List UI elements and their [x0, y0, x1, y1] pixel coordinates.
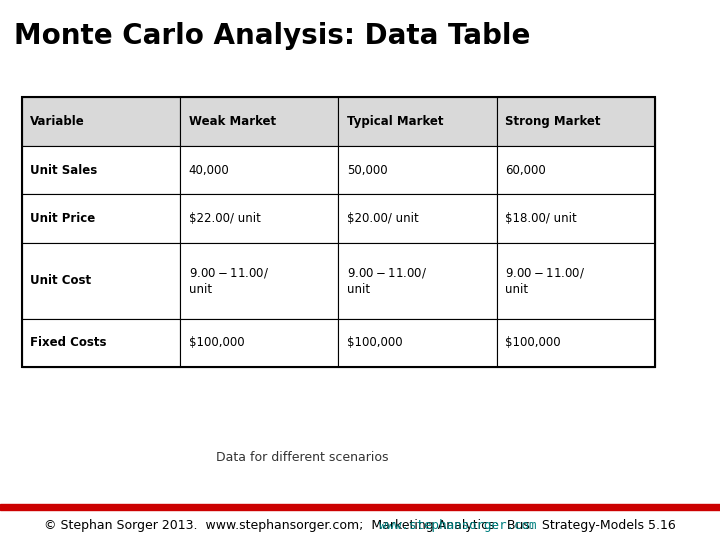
- Text: $100,000: $100,000: [347, 336, 402, 349]
- Text: Data for different scenarios: Data for different scenarios: [216, 451, 389, 464]
- Text: 60,000: 60,000: [505, 164, 546, 177]
- Text: Unit Price: Unit Price: [30, 212, 96, 225]
- Text: Fixed Costs: Fixed Costs: [30, 336, 107, 349]
- Text: 50,000: 50,000: [347, 164, 387, 177]
- Text: $100,000: $100,000: [505, 336, 561, 349]
- Text: © Stephan Sorger 2013.  www.stephansorger.com;  Marketing Analytics:  Bus.  Stra: © Stephan Sorger 2013. www.stephansorger…: [44, 519, 676, 532]
- Text: Unit Sales: Unit Sales: [30, 164, 97, 177]
- Text: Strong Market: Strong Market: [505, 115, 601, 128]
- Text: 40,000: 40,000: [189, 164, 230, 177]
- Text: $22.00/ unit: $22.00/ unit: [189, 212, 261, 225]
- Text: $9.00 - $11.00/
unit: $9.00 - $11.00/ unit: [347, 266, 427, 296]
- Text: Weak Market: Weak Market: [189, 115, 276, 128]
- Text: Monte Carlo Analysis: Data Table: Monte Carlo Analysis: Data Table: [14, 22, 531, 50]
- Text: $18.00/ unit: $18.00/ unit: [505, 212, 577, 225]
- Text: $100,000: $100,000: [189, 336, 244, 349]
- Text: $9.00 - $11.00/
unit: $9.00 - $11.00/ unit: [505, 266, 585, 296]
- Text: Unit Cost: Unit Cost: [30, 274, 91, 287]
- Text: Variable: Variable: [30, 115, 85, 128]
- Text: www.stephansorger.com: www.stephansorger.com: [184, 519, 536, 532]
- Text: Typical Market: Typical Market: [347, 115, 444, 128]
- Text: $9.00 - $11.00/
unit: $9.00 - $11.00/ unit: [189, 266, 269, 296]
- Text: $20.00/ unit: $20.00/ unit: [347, 212, 419, 225]
